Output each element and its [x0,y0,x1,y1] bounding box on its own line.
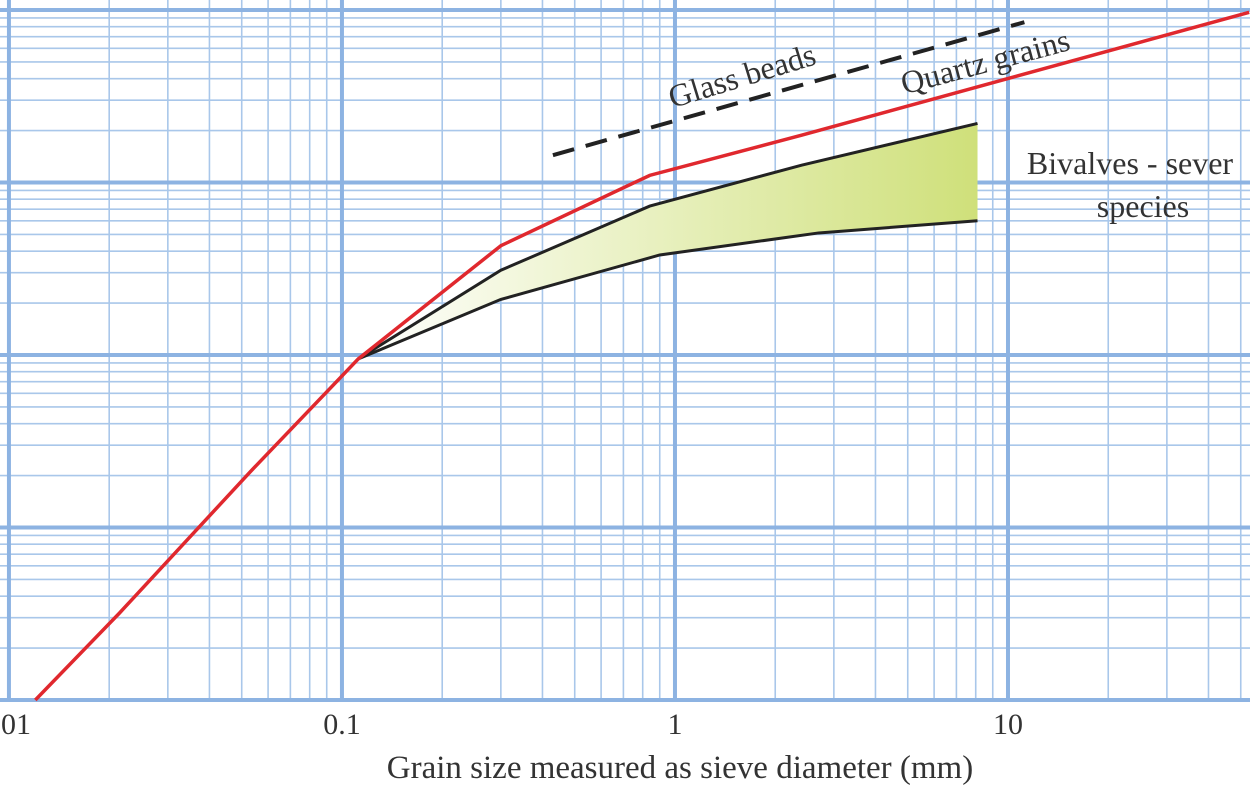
x-tick-label: 01 [1,708,31,741]
band-lower [357,219,978,361]
x-axis-label: Grain size measured as sieve diameter (m… [387,750,973,786]
x-tick-label: 10 [993,708,1023,741]
band-area [358,123,978,359]
series-line [552,20,1025,158]
x-tick-label: 0.1 [323,708,361,741]
band-label: Bivalves - sever [1027,145,1234,181]
band-label: species [1097,188,1189,224]
band-upper [357,121,978,361]
grid [0,0,1250,702]
series-line [34,10,1250,702]
x-tick-label: 1 [667,708,682,741]
marks [34,10,1250,702]
